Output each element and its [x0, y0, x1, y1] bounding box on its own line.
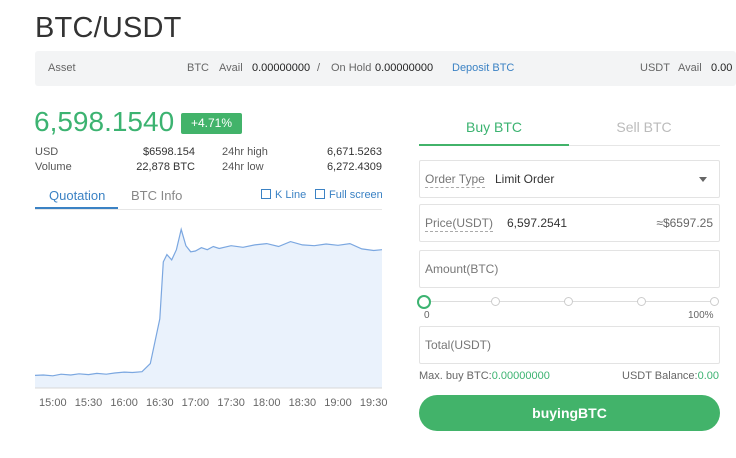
usdt-avail-value: 0.00 [711, 62, 733, 74]
high-value: 6,671.5263 [326, 146, 382, 158]
x-tick-label: 16:30 [146, 397, 174, 409]
order-type-label: Order Type [425, 172, 485, 188]
usd-label: USD [35, 146, 59, 158]
slider-max-label: 100% [688, 310, 714, 321]
x-tick-label: 17:00 [182, 397, 210, 409]
fullscreen-icon [315, 189, 325, 199]
btc-onhold-label: On Hold [331, 62, 372, 74]
kline-label: K Line [275, 189, 307, 201]
amount-slider-handle[interactable] [417, 295, 431, 309]
slider-step-75[interactable] [637, 297, 646, 306]
low-label: 24hr low [222, 161, 264, 173]
btc-avail-value: 0.00000000 [252, 62, 311, 74]
fullscreen-label: Full screen [329, 189, 382, 201]
fullscreen-button[interactable]: Full screen [315, 189, 382, 201]
tab-buy-btc[interactable]: Buy BTC [465, 119, 522, 135]
order-type-select[interactable]: Order Type Limit Order [419, 160, 720, 198]
separator: / [317, 62, 321, 74]
btc-avail-label: Avail [219, 62, 243, 74]
x-tick-label: 19:00 [324, 397, 352, 409]
price-approx: ≈$6597.25 [656, 216, 713, 230]
price-input-value[interactable]: 6,597.2541 [507, 216, 568, 230]
slider-step-100[interactable] [710, 297, 719, 306]
order-tab-active-underline [419, 144, 569, 146]
slider-step-50[interactable] [564, 297, 573, 306]
usdt-balance: USDT Balance:0.00 [622, 370, 719, 382]
total-field[interactable]: Total(USDT) [419, 326, 720, 364]
max-buy-label: Max. buy BTC: [419, 370, 492, 382]
page-title: BTC/USDT [35, 12, 182, 44]
price-field[interactable]: Price(USDT) 6,597.2541 ≈$6597.25 [419, 204, 720, 242]
chart-series-line [34, 227, 383, 377]
order-tab-divider [419, 145, 720, 146]
usdt-symbol: USDT [640, 62, 670, 74]
last-price: 6,598.1540 [34, 106, 175, 137]
usd-value: $6598.154 [143, 146, 195, 158]
high-label: 24hr high [222, 146, 268, 158]
btc-symbol: BTC [187, 62, 209, 74]
tab-divider [35, 209, 382, 210]
max-buy: Max. buy BTC:0.00000000 [419, 370, 550, 382]
chevron-down-icon [699, 177, 707, 182]
kline-icon [261, 189, 271, 199]
change-badge: +4.71% [181, 113, 242, 134]
chart-area [35, 229, 382, 388]
volume-label: Volume [35, 161, 72, 173]
price-label: Price(USDT) [425, 216, 493, 232]
balance-label: USDT Balance: [622, 370, 698, 382]
tab-active-underline [35, 207, 118, 209]
btc-onhold-value: 0.00000000 [375, 62, 434, 74]
x-tick-label: 18:00 [253, 397, 281, 409]
asset-label: Asset [48, 62, 76, 74]
x-tick-label: 17:30 [217, 397, 245, 409]
asset-bar: Asset BTC Avail 0.00000000 / On Hold 0.0… [35, 51, 736, 86]
total-placeholder: Total(USDT) [425, 338, 492, 352]
volume-value: 22,878 BTC [136, 161, 195, 173]
slider-min-label: 0 [424, 310, 430, 321]
usdt-avail-label: Avail [678, 62, 702, 74]
max-buy-value: 0.00000000 [491, 370, 550, 382]
tab-btc-info[interactable]: BTC Info [131, 188, 183, 203]
low-value: 6,272.4309 [326, 161, 382, 173]
x-tick-label: 15:30 [75, 397, 103, 409]
x-tick-label: 15:00 [39, 397, 67, 409]
amount-field[interactable]: Amount(BTC) [419, 250, 720, 288]
price-chart[interactable]: 15:00 15:30 16:00 16:30 17:00 17:30 18:00 18:30… [0, 0, 400, 420]
x-tick-label: 18:30 [289, 397, 317, 409]
tab-quotation[interactable]: Quotation [49, 188, 106, 203]
order-type-value: Limit Order [495, 172, 555, 186]
balance-value: 0.00 [697, 370, 720, 382]
slider-step-25[interactable] [491, 297, 500, 306]
kline-button[interactable]: K Line [261, 189, 306, 201]
x-tick-label: 16:00 [110, 397, 138, 409]
x-tick-label: 19:30 [360, 397, 388, 409]
buy-button[interactable]: buyingBTC [419, 395, 720, 431]
deposit-btc-link[interactable]: Deposit BTC [452, 62, 515, 74]
amount-placeholder: Amount(BTC) [425, 262, 499, 276]
tab-sell-btc[interactable]: Sell BTC [616, 119, 672, 135]
